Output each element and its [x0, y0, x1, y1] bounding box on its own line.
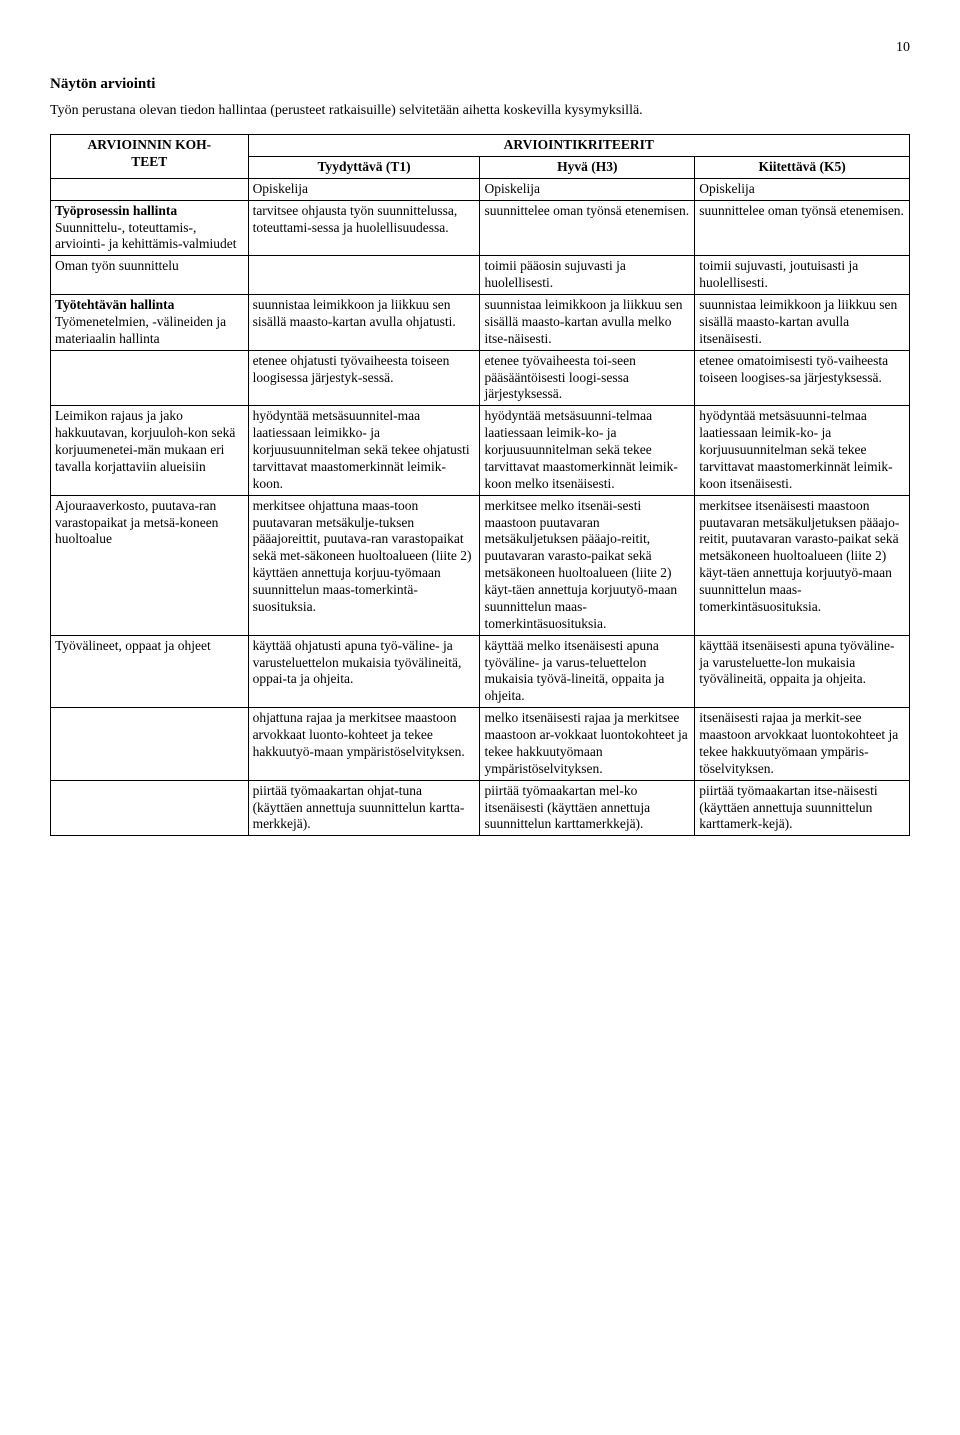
- section2-row2-h3: etenee työvaiheesta toi-seen pääsääntöis…: [480, 350, 695, 406]
- kriteerit-header: ARVIOINTIKRITEERIT: [248, 135, 909, 157]
- section2-row5-label: Työvälineet, oppaat ja ohjeet: [51, 635, 249, 708]
- section2-row3-label: Leimikon rajaus ja jako hakkuutavan, kor…: [51, 406, 249, 495]
- empty-cell: [51, 178, 249, 200]
- intro-text: Työn perustana olevan tiedon hallintaa (…: [50, 103, 910, 119]
- section2-title: Työtehtävän hallinta: [55, 297, 174, 312]
- section2-row3-h3: hyödyntää metsäsuunni-telmaa laatiessaan…: [480, 406, 695, 495]
- section2-row7-k5: piirtää työmaakartan itse-näisesti (käyt…: [695, 780, 910, 836]
- level-h3: Hyvä (H3): [480, 156, 695, 178]
- level-t1: Tyydyttävä (T1): [248, 156, 480, 178]
- section2-row7-t1: piirtää työmaakartan ohjat-tuna (käyttäe…: [248, 780, 480, 836]
- section2-row2-k5: etenee omatoimisesti työ-vaiheesta toise…: [695, 350, 910, 406]
- section2-row6-k5: itsenäisesti rajaa ja merkit-see maastoo…: [695, 708, 910, 781]
- section1-row2-k5: toimii sujuvasti, joutuisasti ja huolell…: [695, 256, 910, 295]
- section2-row2-t1: etenee ohjatusti työvaiheesta toiseen lo…: [248, 350, 480, 406]
- section2-row7-label: [51, 780, 249, 836]
- section2-row2-label: [51, 350, 249, 406]
- section1-row1-label: Työprosessin hallinta Suunnittelu-, tote…: [51, 200, 249, 256]
- section1-row1-sublabel: Suunnittelu-, toteuttamis-, arviointi- j…: [55, 220, 236, 252]
- opiskelija-t1: Opiskelija: [248, 178, 480, 200]
- section2-row4-h3: merkitsee melko itsenäi-sesti maastoon p…: [480, 495, 695, 635]
- section2-row6-t1: ohjattuna rajaa ja merkitsee maastoon ar…: [248, 708, 480, 781]
- section2-row6-label: [51, 708, 249, 781]
- section2-row1-k5: suunnistaa leimikkoon ja liikkuu sen sis…: [695, 295, 910, 351]
- section2-row7-h3: piirtää työmaakartan mel-ko itsenäisesti…: [480, 780, 695, 836]
- section2-row1-h3: suunnistaa leimikkoon ja liikkuu sen sis…: [480, 295, 695, 351]
- section2-row5-h3: käyttää melko itsenäisesti apuna työväli…: [480, 635, 695, 708]
- section2-row1-label: Työtehtävän hallinta Työmenetelmien, -vä…: [51, 295, 249, 351]
- section1-title: Työprosessin hallinta: [55, 203, 177, 218]
- section2-row5-t1: käyttää ohjatusti apuna työ-väline- ja v…: [248, 635, 480, 708]
- section2-row1-sublabel: Työmenetelmien, -välineiden ja materiaal…: [55, 314, 226, 346]
- section2-row3-t1: hyödyntää metsäsuunnitel-maa laatiessaan…: [248, 406, 480, 495]
- section2-row1-t1: suunnistaa leimikkoon ja liikkuu sen sis…: [248, 295, 480, 351]
- section2-row4-k5: merkitsee itsenäisesti maastoon puutavar…: [695, 495, 910, 635]
- section1-row2-t1: [248, 256, 480, 295]
- kohteet-header: ARVIOINNIN KOH- TEET: [51, 135, 249, 179]
- opiskelija-k5: Opiskelija: [695, 178, 910, 200]
- section1-row2-label: Oman työn suunnittelu: [51, 256, 249, 295]
- kohteet-line1: ARVIOINNIN KOH-: [87, 137, 211, 152]
- section2-row5-k5: käyttää itsenäisesti apuna työväline- ja…: [695, 635, 910, 708]
- page-heading: Näytön arviointi: [50, 76, 910, 93]
- section2-row3-k5: hyödyntää metsäsuunni-telmaa laatiessaan…: [695, 406, 910, 495]
- section2-row4-t1: merkitsee ohjattuna maas-toon puutavaran…: [248, 495, 480, 635]
- section1-row1-k5: suunnittelee oman työnsä etenemisen.: [695, 200, 910, 256]
- section1-row2-h3: toimii pääosin sujuvasti ja huolellisest…: [480, 256, 695, 295]
- opiskelija-h3: Opiskelija: [480, 178, 695, 200]
- assessment-table: ARVIOINNIN KOH- TEET ARVIOINTIKRITEERIT …: [50, 134, 910, 836]
- section2-row4-label: Ajouraaverkosto, puutava-ran varastopaik…: [51, 495, 249, 635]
- section2-row6-h3: melko itsenäisesti rajaa ja merkitsee ma…: [480, 708, 695, 781]
- page-number: 10: [50, 40, 910, 56]
- level-k5: Kiitettävä (K5): [695, 156, 910, 178]
- section1-row1-t1: tarvitsee ohjausta työn suunnittelussa, …: [248, 200, 480, 256]
- kohteet-line2: TEET: [131, 154, 167, 169]
- section1-row1-h3: suunnittelee oman työnsä etenemisen.: [480, 200, 695, 256]
